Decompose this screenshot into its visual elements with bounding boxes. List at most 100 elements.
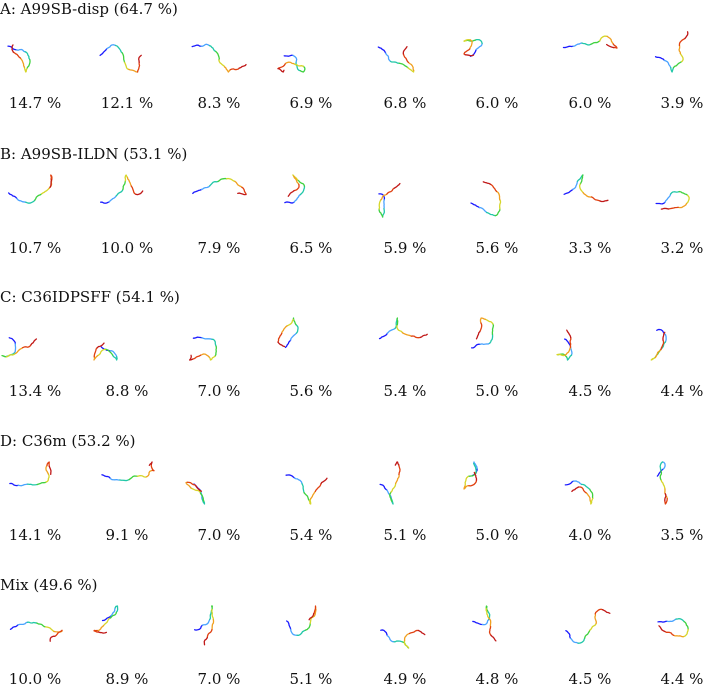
chain-segment	[229, 67, 240, 71]
chain-segment	[200, 185, 211, 191]
chain-segment	[301, 483, 305, 494]
cluster-percentage: 10.0 %	[100, 239, 154, 257]
structure-image	[378, 182, 401, 218]
cluster-percentage: 6.9 %	[289, 94, 333, 112]
structure-image	[564, 480, 594, 505]
chain-segment	[590, 40, 601, 45]
chain-segment	[678, 190, 689, 196]
chain-segment	[320, 477, 328, 485]
chain-segment	[223, 66, 231, 73]
structure-image	[380, 629, 426, 649]
chain-segment	[136, 474, 148, 478]
cluster-percentage: 6.8 %	[383, 94, 427, 112]
chain-segment	[479, 322, 483, 333]
structure-image	[654, 31, 689, 73]
chain-segment	[585, 492, 591, 502]
structure-image	[93, 605, 119, 634]
chain-segment	[473, 471, 478, 481]
structure-image	[192, 177, 247, 196]
cluster-percentage: 4.4 %	[660, 382, 704, 400]
chain-segment	[464, 54, 475, 57]
chain-segment	[115, 188, 124, 197]
chain-segment	[666, 618, 677, 623]
chain-segment	[378, 199, 382, 210]
cluster-percentage: 5.4 %	[289, 526, 333, 544]
chain-segment	[379, 483, 388, 491]
chain-segment	[488, 617, 492, 628]
chain-segment	[1, 354, 8, 358]
structure-image	[99, 44, 142, 73]
chain-segment	[277, 332, 283, 343]
structure-image	[470, 317, 495, 349]
chain-segment	[277, 67, 285, 73]
chain-segment	[193, 624, 204, 631]
chain-segment	[393, 640, 404, 643]
chain-segment	[45, 473, 50, 483]
chain-segment	[26, 621, 38, 624]
chain-segment	[656, 468, 664, 477]
cluster-percentage: 3.2 %	[660, 239, 704, 257]
chain-segment	[468, 479, 478, 487]
chain-segment	[124, 174, 129, 182]
chain-segment	[395, 473, 400, 485]
chain-segment	[49, 179, 53, 188]
chain-segment	[109, 350, 118, 358]
chain-segment	[655, 201, 666, 205]
chain-segment	[393, 182, 401, 189]
chain-segment	[309, 615, 316, 624]
chain-segment	[396, 324, 404, 334]
chain-segment	[469, 39, 473, 50]
chain-segment	[486, 211, 496, 217]
chain-segment	[225, 177, 236, 183]
structure-image	[556, 329, 573, 361]
chain-segment	[667, 206, 679, 210]
chain-segment	[464, 475, 469, 487]
chain-segment	[569, 337, 572, 348]
chain-segment	[584, 629, 591, 639]
chain-segment	[482, 181, 491, 185]
chain-segment	[556, 353, 566, 357]
chain-segment	[489, 333, 494, 344]
chain-segment	[237, 192, 247, 196]
chain-segment	[191, 44, 202, 48]
cluster-percentage: 3.9 %	[660, 94, 704, 112]
cluster-percentage: 8.3 %	[197, 94, 241, 112]
structure-image	[7, 44, 31, 73]
structure-image	[1, 337, 38, 358]
structure-image	[7, 174, 53, 204]
chain-segment	[572, 480, 583, 486]
structure-image	[185, 481, 206, 505]
chain-segment	[190, 487, 201, 493]
chain-segment	[385, 52, 392, 63]
chain-segment	[670, 66, 675, 73]
structure-image	[655, 190, 690, 210]
chain-segment	[199, 491, 205, 502]
chain-segment	[408, 629, 420, 635]
chain-segment	[217, 177, 228, 183]
chain-segment	[407, 61, 415, 72]
chain-segment	[657, 620, 668, 623]
cluster-percentage: 7.9 %	[197, 239, 241, 257]
chain-segment	[208, 44, 217, 53]
chain-segment	[602, 609, 611, 614]
chain-segment	[490, 634, 497, 642]
chain-segment	[378, 208, 384, 218]
chain-segment	[201, 337, 213, 340]
chain-segment	[40, 187, 50, 195]
chain-segment	[17, 621, 29, 626]
cluster-percentage: 5.0 %	[475, 526, 519, 544]
panel-title: B: A99SB-ILDN (53.1 %)	[0, 145, 188, 163]
chain-segment	[669, 190, 680, 195]
chain-segment	[214, 345, 218, 357]
chain-segment	[308, 613, 315, 621]
chain-segment	[605, 43, 615, 49]
structure-image	[193, 605, 215, 646]
chain-segment	[192, 188, 203, 195]
chain-segment	[571, 486, 580, 493]
chain-segment	[419, 333, 428, 339]
chain-segment	[660, 207, 670, 210]
chain-segment	[594, 613, 597, 625]
chain-segment	[309, 490, 317, 500]
chain-segment	[407, 67, 415, 73]
chain-segment	[293, 183, 300, 192]
